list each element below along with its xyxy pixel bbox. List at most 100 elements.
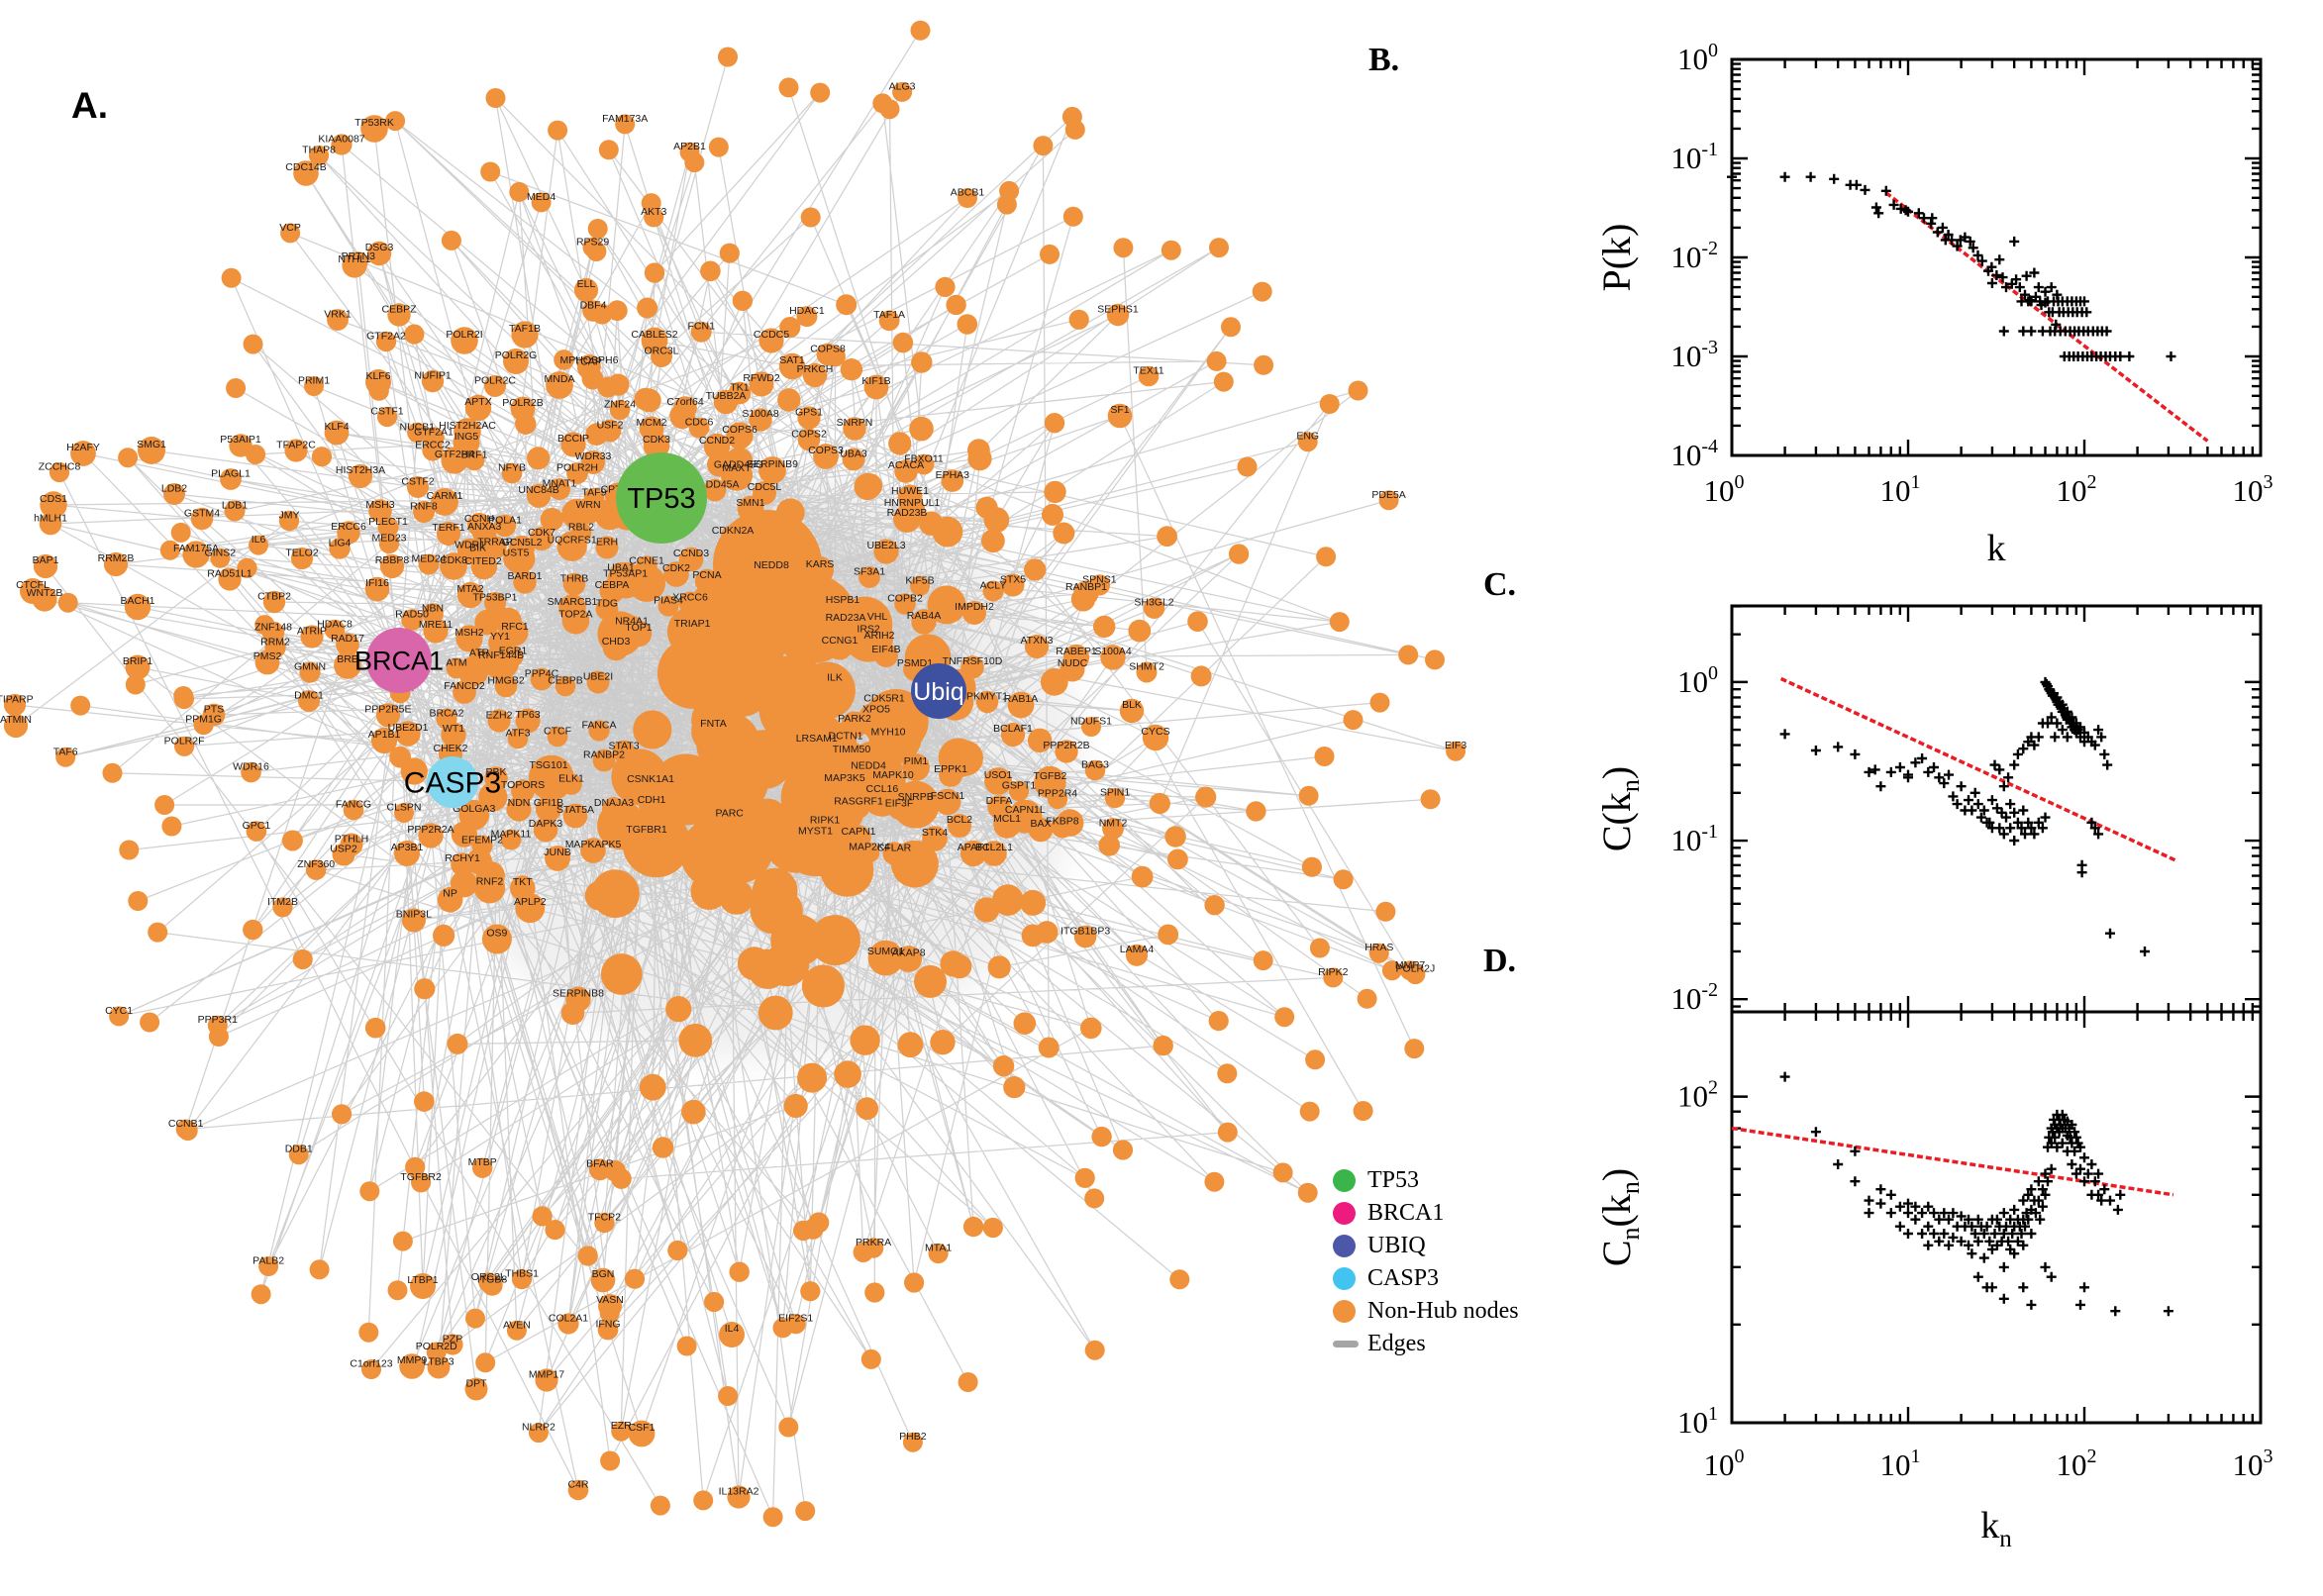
svg-text:S100A8: S100A8 xyxy=(742,408,779,420)
svg-text:ARIH2: ARIH2 xyxy=(864,630,895,642)
network-node xyxy=(1400,960,1421,981)
network-node xyxy=(493,514,517,538)
network-node xyxy=(1064,119,1085,140)
network-node xyxy=(70,441,96,466)
svg-text:ATF3: ATF3 xyxy=(506,727,531,739)
network-node xyxy=(560,1001,585,1025)
svg-text:DCTN1: DCTN1 xyxy=(828,730,862,742)
svg-text:DPT: DPT xyxy=(466,1377,488,1389)
network-node xyxy=(1404,1039,1425,1059)
svg-text:EZR: EZR xyxy=(611,1420,632,1432)
network-node xyxy=(506,796,532,822)
network-node xyxy=(669,403,695,430)
network-node xyxy=(504,543,536,574)
hub-brca1[interactable] xyxy=(366,628,432,693)
network-node xyxy=(775,498,805,528)
network-node xyxy=(535,1368,558,1392)
svg-text:POLA1: POLA1 xyxy=(488,514,522,526)
svg-text:NUDC: NUDC xyxy=(1058,657,1088,669)
svg-text:HRAS: HRAS xyxy=(1364,942,1393,953)
network-node xyxy=(528,1423,549,1444)
network-node xyxy=(334,651,361,679)
network-node xyxy=(237,557,257,578)
network-node xyxy=(729,1261,750,1282)
panel-b-x-axis-title: k xyxy=(1987,528,2006,569)
svg-text:RFC1: RFC1 xyxy=(501,621,529,633)
svg-text:MSH2: MSH2 xyxy=(454,627,483,639)
svg-text:WDR1: WDR1 xyxy=(454,540,485,551)
network-node xyxy=(719,243,740,263)
network-node xyxy=(825,346,846,367)
network-node xyxy=(725,447,754,475)
svg-text:USF2: USF2 xyxy=(597,419,624,431)
svg-text:102: 102 xyxy=(2057,471,2097,508)
network-node xyxy=(375,703,400,728)
svg-text:TIMM50: TIMM50 xyxy=(833,744,871,755)
network-node xyxy=(1252,281,1272,302)
network-node xyxy=(359,1181,380,1202)
network-node xyxy=(1253,950,1273,971)
network-node xyxy=(1053,522,1075,545)
svg-text:DSG3: DSG3 xyxy=(365,242,394,253)
network-node xyxy=(124,593,152,621)
ubiq-swatch-icon xyxy=(1333,1235,1356,1257)
legend-label: CASP3 xyxy=(1367,1265,1440,1291)
network-node xyxy=(1343,710,1364,731)
svg-text:SPNS1: SPNS1 xyxy=(1082,573,1117,585)
svg-text:UBE2I: UBE2I xyxy=(583,670,613,682)
network-node xyxy=(708,137,729,157)
svg-text:PLECT1: PLECT1 xyxy=(368,516,408,528)
svg-text:MAP3K5: MAP3K5 xyxy=(824,772,865,784)
network-node xyxy=(787,808,856,876)
svg-text:CTCFL: CTCFL xyxy=(16,579,50,591)
svg-text:ITGB1BP3: ITGB1BP3 xyxy=(1060,925,1110,937)
network-node xyxy=(737,495,764,523)
network-node xyxy=(1081,717,1101,737)
network-node xyxy=(891,840,939,888)
hub-ubiq[interactable] xyxy=(911,663,966,719)
svg-text:IFNG: IFNG xyxy=(595,1318,620,1330)
network-node xyxy=(1007,691,1035,719)
network-node xyxy=(1055,740,1078,763)
svg-text:ITGB8: ITGB8 xyxy=(477,1273,508,1285)
svg-text:SMG1: SMG1 xyxy=(137,439,166,450)
network-node xyxy=(324,619,346,641)
hub-tp53[interactable] xyxy=(616,452,707,544)
svg-text:TKT: TKT xyxy=(513,876,533,888)
hub-casp3[interactable] xyxy=(427,756,478,808)
network-node xyxy=(300,625,324,648)
network-node xyxy=(140,1012,160,1033)
svg-text:LDB2: LDB2 xyxy=(161,482,187,494)
network-node xyxy=(395,721,421,747)
network-node xyxy=(174,736,195,756)
svg-text:CDK7: CDK7 xyxy=(528,527,556,539)
network-node xyxy=(1088,574,1110,596)
network-node xyxy=(1084,759,1106,781)
network-node xyxy=(732,290,754,311)
svg-text:HSPB1: HSPB1 xyxy=(826,594,860,606)
network-node xyxy=(797,1062,828,1093)
network-node xyxy=(1062,206,1083,227)
network-node xyxy=(182,541,210,568)
svg-text:NBN: NBN xyxy=(422,602,444,614)
network-node xyxy=(586,670,610,694)
svg-text:LDB1: LDB1 xyxy=(222,499,248,511)
svg-text:FANCD2: FANCD2 xyxy=(444,680,485,692)
svg-text:PRKRA: PRKRA xyxy=(856,1237,891,1248)
legend-label: Edges xyxy=(1367,1331,1426,1356)
svg-text:BRF1: BRF1 xyxy=(461,449,488,461)
svg-text:MSH3: MSH3 xyxy=(365,499,394,511)
svg-text:PDE5A: PDE5A xyxy=(1371,489,1405,501)
network-node xyxy=(436,521,461,547)
svg-text:POLR2B: POLR2B xyxy=(502,397,543,409)
network-node xyxy=(567,1479,589,1501)
svg-text:UBA3: UBA3 xyxy=(840,448,867,459)
network-node xyxy=(778,1417,799,1438)
svg-text:CYC1: CYC1 xyxy=(105,1005,133,1017)
network-node xyxy=(1102,818,1124,840)
legend-label: UBIQ xyxy=(1367,1233,1426,1258)
network-node xyxy=(471,520,497,546)
svg-text:FAM175A: FAM175A xyxy=(173,543,219,554)
network-node xyxy=(928,1243,949,1264)
